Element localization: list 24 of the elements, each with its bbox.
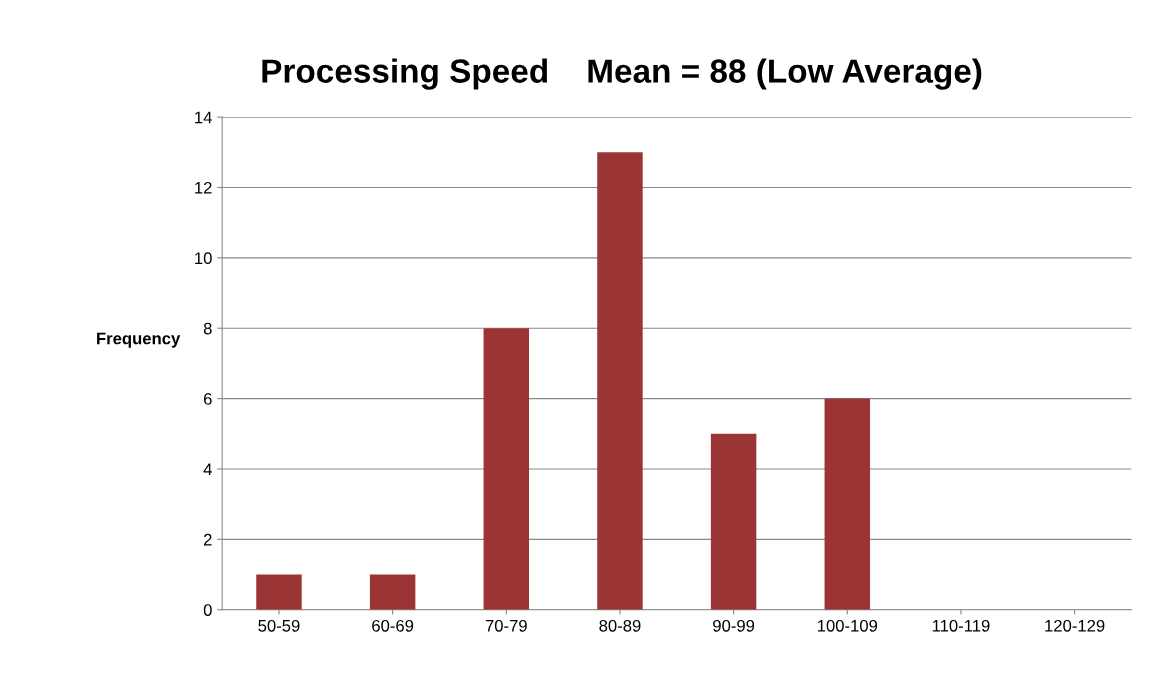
y-tick-label: 2 bbox=[203, 533, 212, 546]
y-tick-label: 10 bbox=[195, 252, 212, 265]
x-tick-label: 120-129 bbox=[1045, 619, 1105, 632]
bar bbox=[710, 433, 757, 610]
x-tick-label: 80-89 bbox=[599, 619, 641, 632]
bar bbox=[483, 328, 530, 610]
x-tick-label: 70-79 bbox=[485, 619, 527, 632]
x-tick-label: 60-69 bbox=[372, 619, 414, 632]
x-tick-label: 110-119 bbox=[932, 619, 990, 632]
x-tick-label: 50-59 bbox=[258, 619, 300, 632]
bar bbox=[824, 398, 871, 610]
y-tick-label: 0 bbox=[203, 604, 212, 616]
x-tick-label: 100-109 bbox=[817, 619, 878, 632]
bar bbox=[369, 574, 416, 610]
y-tick-label: 4 bbox=[203, 463, 212, 476]
y-tick-label: 6 bbox=[204, 393, 212, 405]
chart-title: Processing Speed Mean = 88 (Low Average) bbox=[262, 58, 982, 90]
y-tick-label: 8 bbox=[203, 322, 212, 335]
y-tick-label: 14 bbox=[195, 111, 212, 124]
bar bbox=[256, 574, 302, 610]
bar bbox=[597, 152, 643, 610]
y-axis-title: Frequency bbox=[97, 332, 181, 348]
y-tick-label: 12 bbox=[195, 181, 212, 194]
x-tick-label: 90-99 bbox=[713, 619, 755, 632]
